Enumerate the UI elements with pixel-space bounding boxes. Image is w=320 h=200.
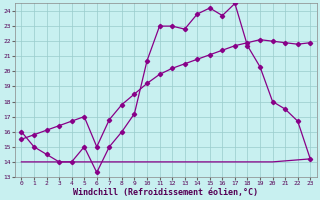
X-axis label: Windchill (Refroidissement éolien,°C): Windchill (Refroidissement éolien,°C) [73,188,258,197]
